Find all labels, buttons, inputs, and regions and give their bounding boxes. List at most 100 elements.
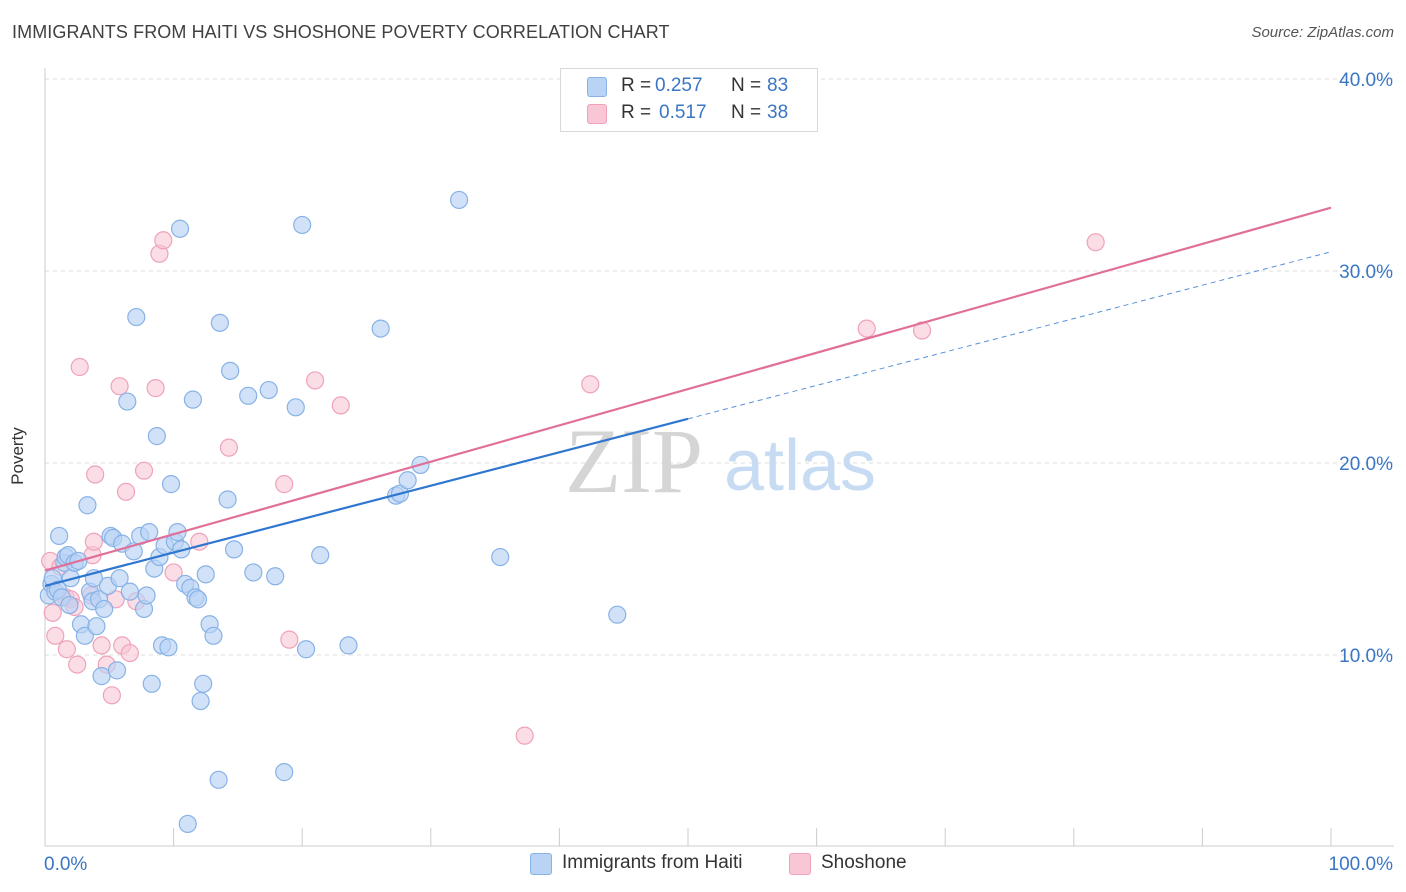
haiti-point [78,496,97,515]
haiti-point [204,626,223,645]
correlation-legend: R = 0.257 N = 83 R = 0.517 N = 38 [560,68,818,132]
shoshone-point [134,461,154,480]
bottom-legend-swatch-shoshone [789,853,811,875]
haiti-point [95,599,114,619]
shoshone-point [120,643,139,663]
haiti-point [259,380,278,400]
haiti-point [608,605,627,624]
shoshone-point [1086,233,1105,252]
haiti-point [371,319,390,338]
shoshone-point [102,686,121,705]
shoshone-point [219,438,238,457]
shoshone-point [275,475,294,494]
legend-swatch-shoshone [587,104,607,124]
shoshone-trend-line [44,206,1332,572]
haiti-point [398,471,417,490]
haiti-point [218,490,237,509]
source-label: Source: ZipAtlas.com [1251,24,1394,41]
shoshone-point [46,626,65,645]
shoshone-point [515,726,534,745]
haiti-point [137,586,156,605]
shoshone-point [857,319,876,338]
y-tick-label: 30.0% [1339,262,1393,283]
shoshone-point [305,371,325,390]
haiti-point [286,398,305,417]
shoshone-point [116,482,136,501]
y-tick-label: 10.0% [1339,646,1393,667]
shoshone-point [92,636,111,655]
legend-r-label: R = [621,75,652,96]
x-tick-label: 100.0% [1329,854,1394,875]
haiti-point [107,661,127,680]
haiti-point [118,392,137,411]
legend-n-label: N = [731,102,762,123]
chart-title: IMMIGRANTS FROM HAITI VS SHOSHONE POVERT… [12,22,670,42]
haiti-point [196,565,215,584]
haiti-point [170,219,190,238]
legend-r-label: R = [621,102,652,123]
shoshone-point [331,396,350,415]
tick-labels: 10.0% 20.0% 30.0% 40.0% 0.0% 100.0% [44,70,1393,875]
watermark-zip: ZIP [565,410,703,512]
haiti-point [120,582,139,601]
haiti-trend-extension [687,251,1332,420]
shoshone-point [110,377,129,396]
haiti-point [147,427,166,446]
legend-r-value: 0.257 [655,75,703,96]
haiti-point [275,763,294,782]
haiti-point [92,667,111,686]
haiti-trend-line [44,417,689,587]
shoshone-point [43,603,62,622]
haiti-point [244,563,263,582]
shoshone-point [581,375,600,394]
haiti-point [210,313,229,332]
haiti-point [87,617,106,636]
watermark: ZIP atlas [565,410,876,512]
haiti-point [60,595,79,615]
x-tick-label: 0.0% [44,854,87,875]
legend-n-value: 83 [767,75,789,96]
haiti-point [188,590,208,609]
shoshone-point [280,630,299,649]
legend-n-label: N = [731,75,762,96]
bottom-legend-swatch-haiti [530,853,552,875]
haiti-point [194,674,213,693]
shoshone-point [57,640,76,659]
y-tick-label: 20.0% [1339,454,1393,475]
haiti-point [311,546,330,565]
shoshone-point [164,563,183,582]
shoshone-point [70,357,89,377]
haiti-point [142,674,161,693]
legend-n-value: 38 [767,102,789,123]
haiti-point [221,361,240,380]
haiti-point [50,526,69,546]
haiti-point [266,567,285,586]
haiti-point [191,691,210,711]
haiti-point [449,190,469,210]
shoshone-point [154,231,173,250]
y-tick-label: 40.0% [1339,70,1393,91]
haiti-point [296,640,316,659]
haiti-point [178,814,197,834]
shoshone-point [68,655,87,674]
haiti-point [339,636,358,655]
bottom-legend-label-haiti: Immigrants from Haiti [562,852,743,873]
watermark-atlas: atlas [724,426,876,506]
haiti-point [491,547,510,567]
legend-r-value: 0.517 [659,102,707,123]
haiti-point [239,386,258,405]
haiti-point [110,569,129,588]
haiti-point [209,770,228,789]
haiti-point [140,523,159,542]
shoshone-points [41,231,1105,745]
haiti-point [127,307,146,327]
haiti-point [183,390,202,409]
shoshone-point [84,532,103,551]
shoshone-point [146,379,165,398]
haiti-point [161,475,181,494]
bottom-legend-label-shoshone: Shoshone [821,852,907,873]
haiti-points [39,190,627,834]
legend-swatch-haiti [587,77,607,97]
shoshone-point [86,465,105,484]
